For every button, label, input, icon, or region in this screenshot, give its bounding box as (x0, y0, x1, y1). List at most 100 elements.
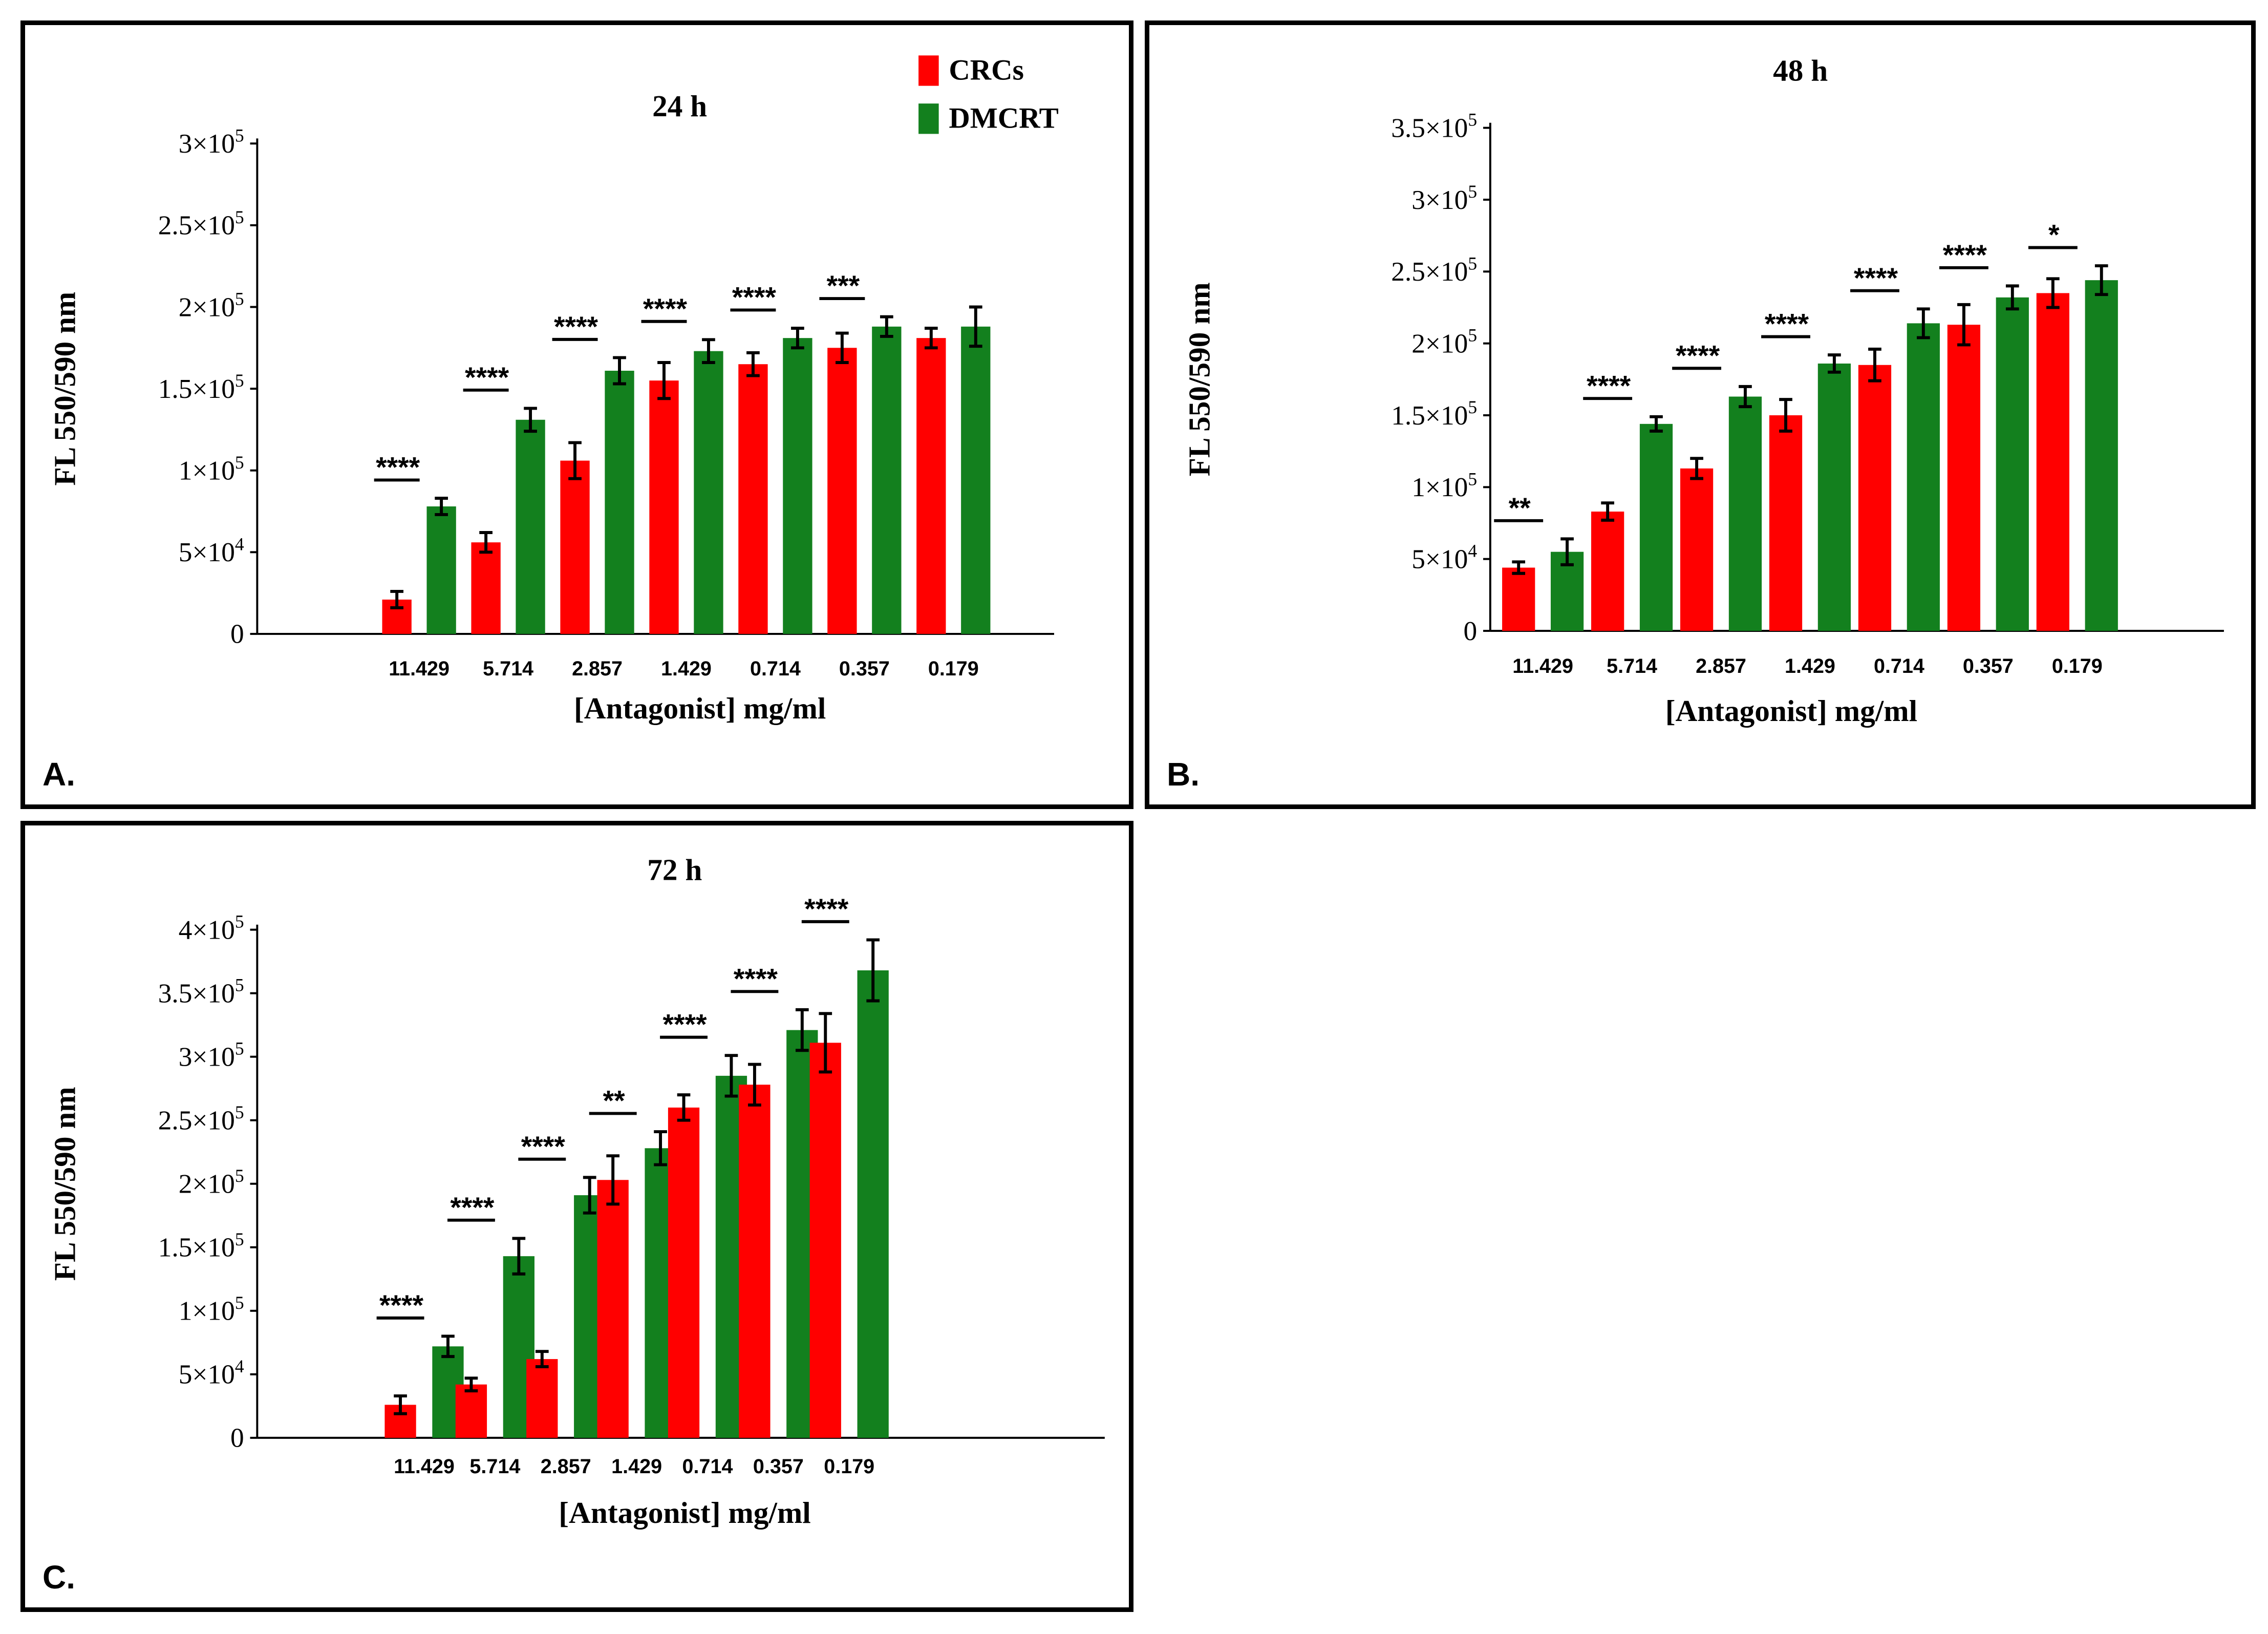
x-tick-label: 0.357 (753, 1455, 804, 1478)
x-tick-label: 1.429 (611, 1455, 662, 1478)
significance-label: **** (1676, 339, 1720, 371)
significance-label: **** (554, 311, 598, 343)
y-axis-label: FL 550/590 nm (1182, 282, 1216, 476)
chart-title: 48 h (1773, 54, 1828, 88)
x-tick-label: 1.429 (661, 657, 712, 680)
bar-crcs (649, 380, 679, 634)
y-tick-label: 5×104 (1411, 541, 1477, 575)
legend-swatch-crcs (918, 55, 939, 86)
y-tick-label: 5×104 (179, 534, 244, 567)
bar-dmcrt (1907, 323, 1940, 631)
x-tick-label: 2.857 (1696, 655, 1746, 677)
x-tick-label: 0.714 (682, 1455, 733, 1478)
bar-dmcrt (961, 326, 991, 634)
x-tick-label: 1.429 (1785, 655, 1835, 677)
bar-crcs (1947, 325, 1981, 631)
legend-label: CRCs (949, 54, 1023, 87)
y-tick-label: 3.5×105 (1391, 110, 1477, 143)
y-tick-label: 3.5×105 (158, 975, 244, 1009)
legend-label: DMCRT (949, 102, 1058, 135)
legend-swatch-dmcrt (918, 103, 939, 134)
bar-dmcrt (1817, 363, 1851, 631)
y-tick-label: 1×105 (179, 452, 244, 486)
chart-title: 24 h (652, 89, 707, 123)
x-tick-label: 0.357 (839, 657, 890, 680)
bar-crcs (526, 1359, 558, 1438)
significance-label: **** (643, 293, 688, 325)
panel-label: C. (42, 1559, 75, 1596)
y-tick-label: 0 (230, 619, 244, 649)
panel-c: 72 h FL 550/590 nm [Antagonist] mg/ml 0 5×10… (20, 821, 1133, 1612)
significance-label: ** (1509, 492, 1531, 524)
significance-label: **** (1854, 262, 1898, 294)
significance-label: **** (1943, 239, 1987, 271)
x-axis-label: [Antagonist] mg/ml (559, 1496, 810, 1530)
bar-crcs (827, 348, 857, 634)
significance-label: **** (804, 893, 849, 925)
bar-crcs (738, 364, 768, 634)
y-axis-label: FL 550/590 nm (48, 1087, 82, 1281)
x-tick-label: 11.429 (389, 657, 450, 680)
bar-crcs (1769, 415, 1803, 631)
y-tick-label: 1.5×105 (1391, 397, 1477, 431)
y-axis-label: FL 550/590 nm (48, 292, 82, 486)
bar-crcs (668, 1107, 700, 1438)
significance-label: **** (465, 362, 509, 393)
significance-label: **** (521, 1131, 566, 1162)
significance-label: **** (379, 1289, 424, 1321)
y-tick-label: 4×105 (179, 911, 244, 945)
bar-crcs (560, 460, 590, 634)
x-tick-label: 0.714 (750, 657, 801, 680)
bar-dmcrt (872, 326, 902, 634)
bar-crcs (1502, 567, 1535, 631)
y-tick-label: 2×105 (1411, 325, 1477, 359)
chart-title: 72 h (647, 853, 702, 887)
chart-48h: 48 h FL 550/590 nm [Antagonist] mg/ml 0 5×10… (1182, 54, 2224, 728)
bar-crcs (739, 1085, 771, 1438)
bar-crcs (809, 1043, 841, 1438)
y-tick-label: 1.5×105 (158, 1229, 244, 1263)
bar-dmcrt (783, 338, 812, 634)
bar-dmcrt (516, 419, 545, 634)
panel-label: B. (1167, 756, 1200, 793)
y-tick-label: 0 (230, 1423, 244, 1453)
y-tick-label: 2×105 (179, 289, 244, 323)
y-tick-label: 1×105 (1411, 469, 1477, 502)
y-tick-label: 1.5×105 (158, 370, 244, 404)
x-tick-label: 11.429 (1512, 655, 1573, 677)
significance-label: **** (1587, 370, 1631, 401)
bar-dmcrt (1728, 396, 1762, 631)
y-tick-label: 2.5×105 (1391, 253, 1477, 287)
x-tick-label: 0.714 (1874, 655, 1924, 677)
y-tick-label: 2×105 (179, 1165, 244, 1199)
bar-dmcrt (1639, 423, 1673, 631)
x-tick-label: 5.714 (469, 1455, 520, 1478)
bar-crcs (597, 1180, 629, 1438)
x-tick-label: 11.429 (394, 1455, 455, 1478)
significance-label: *** (827, 270, 860, 302)
bar-dmcrt (2085, 280, 2118, 631)
significance-label: **** (376, 451, 420, 483)
y-tick-label: 5×104 (179, 1356, 244, 1390)
chart-72h: 72 h FL 550/590 nm [Antagonist] mg/ml 0 5×10… (48, 853, 1105, 1530)
bar-crcs (455, 1384, 487, 1438)
bar-dmcrt (426, 506, 456, 634)
y-tick-label: 2.5×105 (158, 207, 244, 241)
bar-crcs (1680, 468, 1714, 631)
bar-dmcrt (605, 370, 634, 634)
bar-dmcrt (1996, 297, 2029, 631)
x-axis-label: [Antagonist] mg/ml (1665, 694, 1917, 728)
bar-crcs (2036, 293, 2069, 631)
bar-crcs (1591, 512, 1624, 631)
y-tick-label: 0 (1463, 616, 1477, 646)
y-tick-label: 1×105 (179, 1292, 244, 1326)
significance-label: **** (732, 281, 777, 313)
significance-label: * (2048, 219, 2060, 251)
significance-label: ** (603, 1085, 626, 1117)
y-tick-label: 3×105 (179, 1038, 244, 1072)
significance-label: **** (734, 963, 778, 994)
x-tick-label: 0.179 (928, 657, 979, 680)
bar-dmcrt (694, 351, 723, 634)
x-tick-label: 2.857 (572, 657, 623, 680)
bar-dmcrt (857, 970, 889, 1438)
